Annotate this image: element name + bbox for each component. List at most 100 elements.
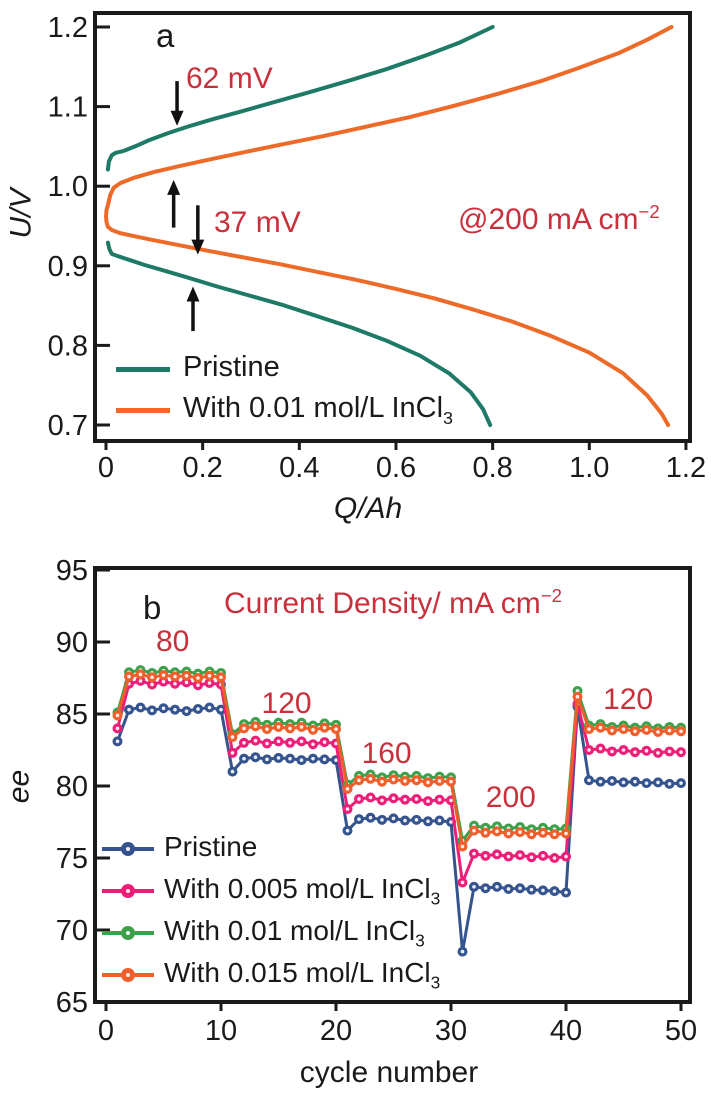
panel-a-frame — [93, 11, 692, 443]
legend-item-incl3-001: With 0.01 mol/L InCl3 — [102, 912, 440, 954]
series-marker-core — [161, 673, 166, 677]
series-marker-core — [196, 707, 200, 711]
series-marker-core — [633, 779, 637, 784]
series-marker-core — [587, 727, 591, 731]
series-marker-core — [276, 756, 281, 760]
series-marker-core — [610, 749, 614, 754]
series-marker-core — [564, 831, 568, 836]
legend-item-incl3-001: With 0.01 mol/L InCl3 — [116, 390, 453, 431]
panel-a-x-tick-label: 0.6 — [376, 452, 416, 484]
series-marker-core — [173, 674, 177, 679]
series-marker-core — [437, 797, 442, 802]
legend-swatch-incl3-001 — [116, 408, 170, 413]
series-marker-core — [656, 751, 660, 755]
series-marker-core — [437, 779, 442, 783]
series-marker-core — [322, 740, 327, 744]
series-marker-core — [667, 782, 672, 786]
series-marker-core — [679, 729, 683, 734]
series-marker-core — [322, 757, 327, 762]
series-marker-core — [552, 856, 557, 860]
panel-a-label: a — [156, 17, 175, 54]
annotation-arrowhead — [167, 179, 181, 195]
series-marker-core — [391, 777, 396, 782]
panel-b-label: b — [143, 589, 162, 626]
series-marker-core — [414, 797, 419, 801]
series-marker-core — [518, 830, 522, 834]
panel-b-x-tick-label: 40 — [550, 1015, 582, 1047]
series-marker-core — [242, 726, 246, 731]
series-marker-core — [265, 741, 269, 746]
series-marker-core — [644, 781, 649, 785]
series-marker-core — [311, 728, 315, 732]
series-marker-core — [322, 725, 327, 730]
panel-b-y-tick-label: 85 — [56, 699, 88, 731]
series-marker-core — [288, 741, 292, 745]
series-marker-core — [564, 890, 568, 895]
series-marker-core — [506, 887, 511, 891]
series-marker-core — [276, 739, 281, 744]
series-marker-core — [529, 887, 534, 892]
series-marker-core — [345, 828, 350, 833]
series-pristine-discharge-curve — [105, 240, 493, 427]
legend-label-text: Pristine — [164, 830, 258, 862]
series-marker-core — [138, 679, 143, 683]
series-marker-core — [529, 832, 534, 837]
series-pristine-charge-curve — [105, 25, 495, 172]
series-marker-core — [541, 831, 545, 835]
legend-label-sub: 3 — [430, 888, 441, 909]
series-marker-core — [506, 854, 511, 859]
series-marker-core — [449, 798, 453, 803]
legend-marker-dot — [121, 842, 135, 856]
series-marker-core — [426, 799, 430, 803]
panel-b-y-tick-label: 95 — [56, 555, 88, 587]
series-marker-core — [483, 854, 488, 858]
series-marker-core — [345, 807, 350, 811]
series-marker-core — [184, 674, 189, 678]
panel-b-legend: Pristine With 0.005 mol/L InCl3 With 0.0… — [102, 828, 440, 996]
panel-b-title-text: Current Density/ mA cm — [224, 587, 541, 620]
series-marker-core — [276, 725, 281, 729]
series-marker-core — [138, 672, 143, 677]
panel-b-y-tick-label: 80 — [56, 771, 88, 803]
panel-a-y-tick-label: 0.7 — [48, 410, 88, 442]
series-marker-core — [161, 679, 166, 684]
series-marker-core — [115, 739, 120, 744]
series-incl3-loop-curve — [104, 25, 674, 427]
legend-item-incl3-0005: With 0.005 mol/L InCl3 — [102, 870, 440, 912]
series-marker-core — [242, 756, 246, 761]
legend-marker-dot — [121, 884, 135, 898]
series-marker-core — [184, 680, 189, 685]
legend-label-incl3-001: With 0.01 mol/L InCl3 — [164, 915, 425, 952]
series-marker-core — [403, 818, 407, 823]
series-marker-core — [460, 949, 465, 954]
series-marker-core — [230, 735, 235, 739]
legend-label-text: Pristine — [183, 351, 280, 384]
series-marker-core — [564, 854, 568, 859]
panel-a-y-tick-label: 1.2 — [48, 12, 88, 44]
series-marker-core — [380, 798, 384, 803]
series-marker-core — [667, 728, 672, 733]
series-marker-core — [598, 746, 603, 751]
panel-b-frame — [93, 566, 692, 1004]
series-marker-core — [299, 739, 304, 744]
series-marker-core — [633, 750, 637, 754]
series-marker-core — [587, 778, 591, 783]
legend-marker-dot — [121, 926, 135, 940]
legend-label-text: With 0.01 mol/L InCl — [164, 914, 416, 946]
series-marker-core — [483, 886, 488, 891]
legend-label-text: With 0.01 mol/L InCl — [183, 392, 444, 425]
series-marker-core — [426, 819, 430, 824]
panel-a-y-axis-title: U/V — [4, 188, 38, 239]
series-marker-core — [621, 748, 626, 752]
series-marker-core — [449, 820, 453, 824]
series-marker-core — [265, 757, 269, 762]
series-marker-core — [460, 880, 465, 885]
legend-label-text: With 0.005 mol/L InCl — [164, 872, 431, 904]
series-marker-core — [219, 675, 223, 680]
series-marker-core — [472, 828, 476, 833]
legend-swatch-incl3-0015 — [102, 968, 154, 982]
panel-b-x-tick-label: 30 — [435, 1015, 467, 1047]
series-marker-core — [150, 682, 154, 687]
panel-a-y-tick-label: 0.8 — [48, 330, 88, 362]
series-marker-core — [644, 728, 649, 732]
